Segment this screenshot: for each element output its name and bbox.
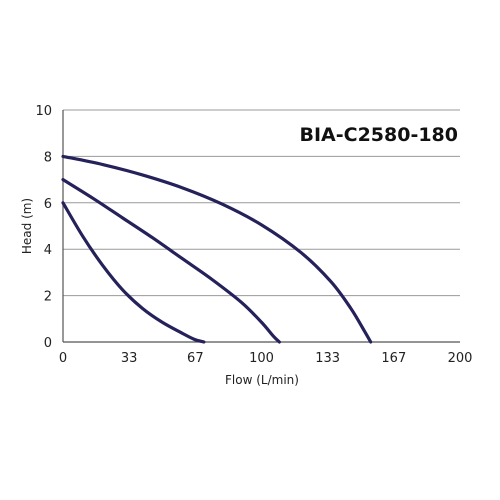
chart-title: BIA-C2580-180 (299, 124, 458, 146)
x-tick-label-200: 200 (448, 351, 473, 366)
y-tick-label-0: 0 (44, 336, 52, 351)
x-tick-label-67: 67 (187, 351, 204, 366)
grid-lines (63, 109, 460, 297)
series-curve-2 (61, 178, 281, 344)
performance-curves (61, 154, 373, 344)
x-tick-label-100: 100 (249, 351, 274, 366)
y-tick-label-2: 2 (44, 290, 52, 305)
x-tick-label-133: 133 (315, 351, 340, 366)
x-axis-title: Flow (L/min) (225, 373, 299, 387)
series-curve-3 (61, 154, 373, 344)
x-tick-label-33: 33 (121, 351, 138, 366)
series-curve-1 (61, 201, 206, 344)
y-tick-label-4: 4 (44, 243, 52, 258)
x-tick-label-167: 167 (381, 351, 406, 366)
y-tick-label-8: 8 (44, 150, 52, 165)
axes (62, 110, 460, 343)
y-axis-title: Head (m) (20, 198, 34, 254)
x-tick-label-0: 0 (59, 351, 67, 366)
y-tick-label-10: 10 (35, 104, 52, 119)
y-tick-label-6: 6 (44, 197, 52, 212)
